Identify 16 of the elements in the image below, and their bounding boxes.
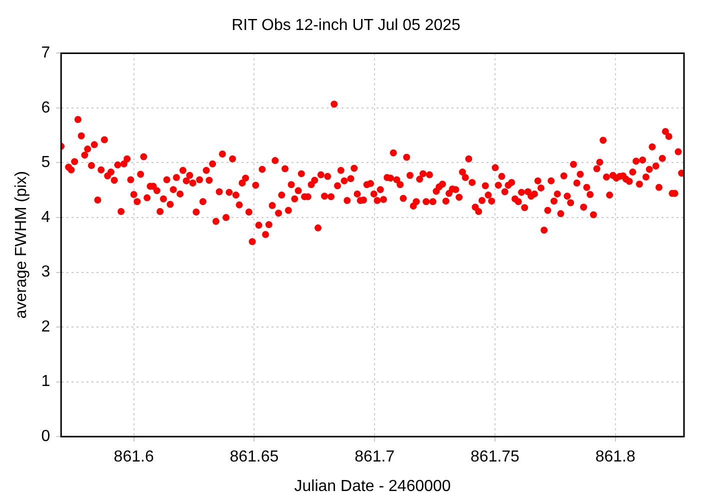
y-tick-label: 7 [41, 44, 50, 62]
y-tick-label: 3 [41, 264, 50, 281]
x-tick-label: 861.8 [595, 448, 636, 466]
chart-title: RIT Obs 12-inch UT Jul 05 2025 [232, 17, 461, 34]
x-tick-label: 861.65 [230, 448, 279, 466]
x-tick-label: 861.7 [354, 448, 395, 466]
y-tick-label: 5 [41, 154, 50, 172]
y-tick-label: 2 [41, 318, 50, 336]
x-tick-label: 861.75 [470, 448, 520, 466]
x-axis-title: Julian Date - 2460000 [294, 478, 451, 495]
y-tick-label: 4 [41, 208, 50, 226]
x-tick-label: 861.6 [114, 448, 154, 466]
y-tick-label: 0 [41, 428, 50, 446]
y-tick-label: 6 [41, 99, 50, 116]
y-axis-title: average FWHM (pix) [13, 171, 30, 319]
y-tick-label: 1 [41, 373, 50, 390]
